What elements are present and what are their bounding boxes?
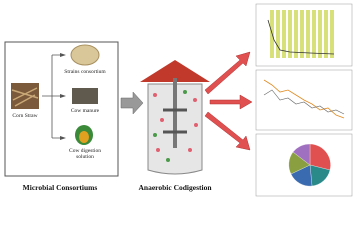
- graphical-abstract: Corn Straw Strains consortium Cow manure…: [4, 3, 353, 197]
- pie: [288, 143, 331, 187]
- flow-arrow: [120, 91, 144, 115]
- line-b2: [263, 89, 345, 115]
- microbes: [153, 90, 198, 162]
- line-b1: [263, 79, 345, 119]
- branch-arrowheads: [60, 53, 66, 140]
- source-label: Corn Straw: [12, 113, 37, 119]
- manure-image: [72, 88, 98, 104]
- straw-texture: [11, 87, 39, 107]
- bars-a: [270, 10, 334, 58]
- strains-image: [70, 44, 100, 66]
- item-label: Cow manure: [71, 108, 100, 114]
- solution-image-inner: [79, 131, 89, 143]
- item-label: Strains consortium: [64, 69, 106, 75]
- page: {"left_panel":{"title":"Microbial Consor…: [4, 3, 353, 197]
- branch-lines: [42, 54, 64, 139]
- stirrer-shaft: [173, 78, 177, 148]
- stirrer-blades: [163, 108, 187, 134]
- item-label: Cow digestion solution: [69, 148, 101, 160]
- output-arrows: [204, 51, 253, 151]
- left-title: Microbial Consortiums: [23, 183, 98, 192]
- center-title: Anaerobic Codigestion: [139, 183, 213, 192]
- line-a: [267, 19, 335, 55]
- digester-roof: [140, 60, 210, 82]
- item-label-wrap: Cow digestion solution: [69, 148, 101, 160]
